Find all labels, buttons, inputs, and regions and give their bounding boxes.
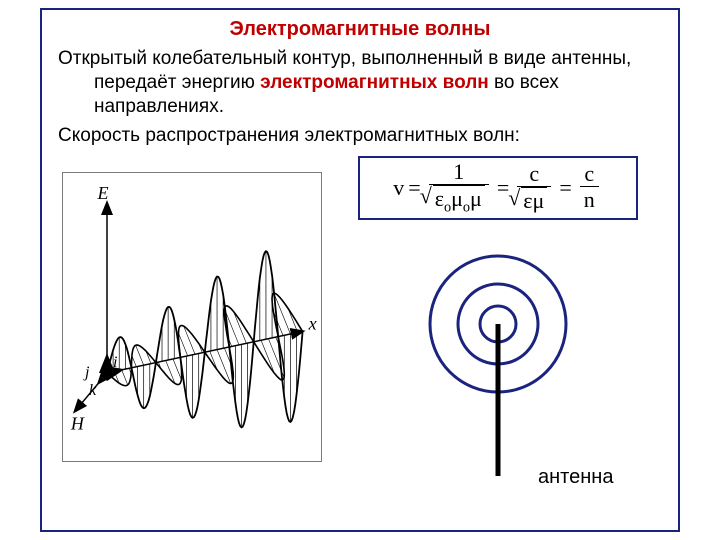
em-wave-diagram: Ex Hjki xyxy=(62,172,322,462)
svg-text:k: k xyxy=(89,382,97,399)
t2-den: εμ xyxy=(517,187,551,214)
eq3: = xyxy=(559,175,571,201)
svg-text:E: E xyxy=(97,183,109,203)
slide-title: Электромагнитные волны xyxy=(58,18,662,41)
t3-num: c xyxy=(580,162,599,187)
paragraph-1: Открытый колебательный контур, выполненн… xyxy=(58,47,662,118)
content-row: Ex Hjki v = 1 εоμоμ = c εμ = c n xyxy=(58,156,662,496)
antenna-svg xyxy=(388,246,628,496)
svg-text:j: j xyxy=(83,364,90,381)
t3-den: n xyxy=(580,187,599,213)
paragraph-2: Скорость распространения электромагнитны… xyxy=(58,124,662,148)
title-text: Электромагнитные волны xyxy=(230,18,491,40)
para1-highlight: электромагнитных волн xyxy=(260,72,489,93)
t2-num: c xyxy=(517,162,551,187)
t1-den: εоμоμ xyxy=(429,185,489,217)
formula-term2: c εμ xyxy=(517,162,551,215)
t1-num: 1 xyxy=(429,160,489,185)
antenna-label: антенна xyxy=(538,466,613,489)
antenna-diagram xyxy=(388,246,628,496)
svg-text:x: x xyxy=(308,313,317,333)
formula-term3: c n xyxy=(580,162,599,214)
slide-frame: Электромагнитные волны Открытый колебате… xyxy=(40,8,680,532)
formula-lhs: v xyxy=(393,175,404,201)
velocity-formula: v = 1 εоμоμ = c εμ = c n xyxy=(358,156,638,220)
svg-text:i: i xyxy=(113,354,117,371)
svg-text:H: H xyxy=(70,413,85,433)
wave-svg: Ex Hjki xyxy=(63,173,321,461)
formula-term1: 1 εоμоμ xyxy=(429,160,489,217)
